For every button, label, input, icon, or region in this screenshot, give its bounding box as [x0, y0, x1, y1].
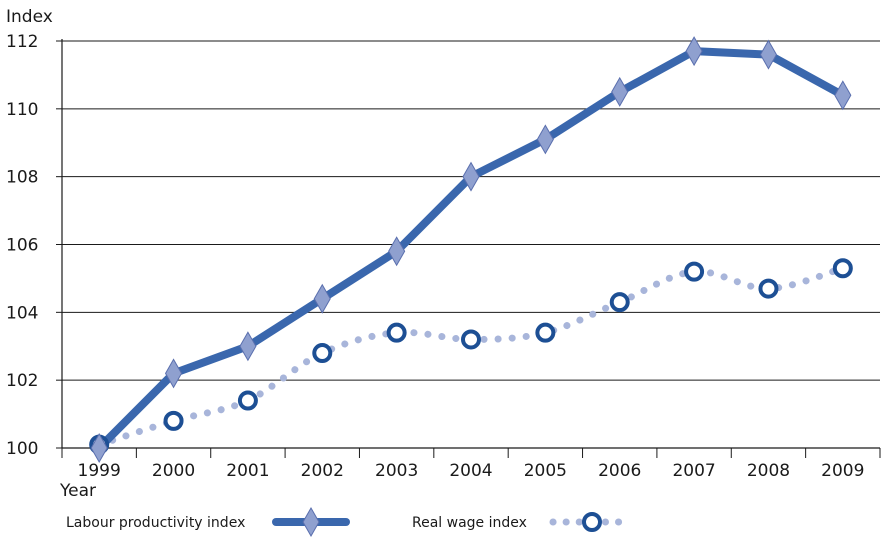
data-point-circle [461, 329, 481, 350]
data-point-circle [237, 390, 258, 411]
x-tick-label: 2001 [226, 461, 269, 481]
data-point-diamond [611, 76, 629, 107]
legend-label-labour-productivity: Labour productivity index [66, 515, 245, 531]
markers-real-wage [89, 258, 853, 455]
data-point-circle [312, 343, 333, 364]
series [89, 36, 853, 464]
y-tick-label: 100 [6, 439, 38, 459]
gridlines [62, 40, 880, 381]
x-tick-label: 2008 [747, 461, 790, 481]
data-point-diamond [462, 161, 480, 192]
x-tick-label: 2004 [449, 461, 492, 481]
data-point-circle [609, 292, 630, 313]
y-tick-label: 106 [6, 236, 38, 256]
x-tick-label: 2007 [672, 461, 715, 481]
markers-labour-productivity [90, 36, 852, 464]
x-tick-label: 2009 [821, 461, 864, 481]
legend: Labour productivity index Real wage inde… [66, 506, 632, 537]
x-tick-label: 2003 [375, 461, 418, 481]
legend-diamond-marker [302, 506, 320, 537]
data-point-circle [758, 278, 779, 299]
data-point-circle [386, 322, 407, 343]
x-tick-label: 1999 [78, 461, 121, 481]
y-tick-label: 110 [6, 100, 38, 120]
x-tick-label: 2002 [301, 461, 344, 481]
data-point-diamond [759, 39, 778, 70]
axes: Index Year 100 102 104 106 108 110 112 1999 2000… [6, 7, 881, 501]
data-point-diamond [388, 236, 406, 267]
data-point-diamond [834, 80, 852, 111]
x-tick-label: 2000 [152, 461, 195, 481]
data-point-diamond [164, 358, 183, 389]
series-line-labour-productivity [95, 47, 847, 452]
x-axis-title: Year [59, 481, 96, 501]
data-point-circle [535, 322, 556, 343]
y-tick-label: 112 [6, 32, 38, 52]
data-point-diamond [90, 432, 108, 464]
x-tick-label: 2005 [524, 461, 567, 481]
data-point-diamond [685, 36, 703, 67]
legend-circle-marker [582, 512, 602, 532]
x-tick-label: 2006 [598, 461, 641, 481]
legend-label-real-wage: Real wage index [412, 515, 527, 531]
y-tick-label: 108 [6, 168, 38, 188]
data-point-diamond [239, 331, 257, 362]
data-point-circle [832, 258, 853, 279]
y-tick-label: 102 [6, 371, 38, 391]
data-point-diamond [536, 124, 554, 155]
y-tick-label: 104 [6, 303, 38, 323]
data-point-circle [684, 261, 705, 282]
series-labour-productivity [95, 47, 847, 452]
data-point-circle [163, 410, 184, 431]
data-point-diamond [313, 283, 331, 314]
y-axis-title: Index [6, 7, 53, 27]
